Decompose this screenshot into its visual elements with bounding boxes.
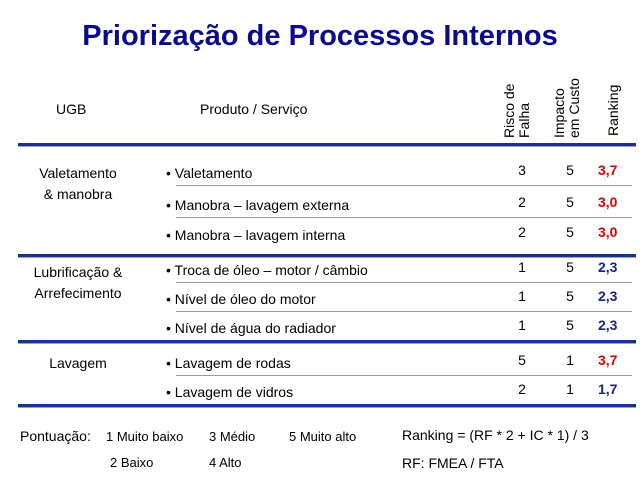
- ugb-label: Lubrificação & Arrefecimento: [8, 262, 148, 304]
- impacto-custo-value: 5: [566, 288, 574, 304]
- impacto-custo-value: 5: [566, 317, 574, 333]
- ugb-label-line: & manobra: [43, 186, 113, 202]
- pontuacao-label: Pontuação:: [20, 428, 91, 444]
- ugb-label-line: Lubrificação &: [33, 264, 123, 280]
- impacto-custo-value: 5: [566, 259, 574, 275]
- ranking-value: 1,7: [598, 381, 618, 397]
- header-risco: Risco de Falha: [501, 83, 532, 138]
- product-item: • Nível de óleo do motor: [166, 291, 316, 307]
- impacto-custo-value: 5: [566, 162, 574, 178]
- header-ugb: UGB: [56, 101, 87, 117]
- ranking-value: 3,0: [598, 224, 618, 240]
- impacto-custo-value: 5: [566, 224, 574, 240]
- risco-falha-value: 1: [518, 288, 526, 304]
- section-divider: [18, 404, 636, 408]
- ranking-value: 2,3: [598, 317, 618, 333]
- risco-falha-value: 2: [518, 381, 526, 397]
- ugb-label-line: Valetamento: [39, 165, 117, 181]
- risco-falha-value: 2: [518, 194, 526, 210]
- ugb-label: Valetamento & manobra: [8, 163, 148, 205]
- ranking-value: 2,3: [598, 288, 618, 304]
- section-divider: [18, 254, 636, 258]
- product-item: • Valetamento: [166, 165, 253, 181]
- rf-source: RF: FMEA / FTA: [402, 455, 504, 471]
- impacto-custo-value: 1: [566, 381, 574, 397]
- product-item: • Manobra – lavagem interna: [166, 227, 346, 243]
- risco-falha-value: 1: [518, 259, 526, 275]
- ranking-value: 3,0: [598, 194, 618, 210]
- impacto-custo-value: 5: [566, 194, 574, 210]
- product-item: • Troca de óleo – motor / câmbio: [166, 262, 368, 278]
- product-item: • Lavagem de vidros: [166, 384, 294, 400]
- header-produto: Produto / Serviço: [200, 101, 308, 117]
- row-divider: [176, 375, 632, 376]
- scale-1: 1 Muito baixo: [106, 429, 184, 444]
- row-divider: [176, 217, 632, 218]
- ranking-value: 2,3: [598, 259, 618, 275]
- page-title: Priorização de Processos Internos: [82, 20, 558, 52]
- risco-falha-value: 5: [518, 352, 526, 368]
- section-divider: [18, 143, 636, 147]
- header-risco-line2: Falha: [516, 102, 532, 138]
- section-divider: [18, 340, 636, 344]
- row-divider: [176, 282, 632, 283]
- ugb-label-line: Lavagem: [49, 355, 107, 371]
- header-impacto-line1: Impacto: [551, 88, 567, 138]
- ranking-value: 3,7: [598, 352, 618, 368]
- header-impacto-line2: em Custo: [566, 78, 582, 138]
- scale-2: 2 Baixo: [110, 455, 154, 470]
- header-ranking: Ranking: [605, 84, 621, 136]
- scale-3: 3 Médio: [209, 429, 256, 444]
- impacto-custo-value: 1: [566, 352, 574, 368]
- ranking-value: 3,7: [598, 162, 618, 178]
- scale-5: 5 Muito alto: [289, 429, 357, 444]
- header-risco-line1: Risco de: [501, 83, 517, 138]
- risco-falha-value: 2: [518, 224, 526, 240]
- header-impacto: Impacto em Custo: [551, 78, 582, 138]
- product-item: • Nível de água do radiador: [166, 320, 336, 336]
- product-item: • Manobra – lavagem externa: [166, 197, 350, 213]
- scale-4: 4 Alto: [209, 455, 242, 470]
- ugb-label: Lavagem: [8, 353, 148, 374]
- ranking-formula: Ranking = (RF * 2 + IC * 1) / 3: [402, 427, 589, 443]
- risco-falha-value: 1: [518, 317, 526, 333]
- row-divider: [176, 311, 632, 312]
- product-item: • Lavagem de rodas: [166, 355, 291, 371]
- row-divider: [176, 185, 632, 186]
- risco-falha-value: 3: [518, 162, 526, 178]
- ugb-label-line: Arrefecimento: [34, 285, 122, 301]
